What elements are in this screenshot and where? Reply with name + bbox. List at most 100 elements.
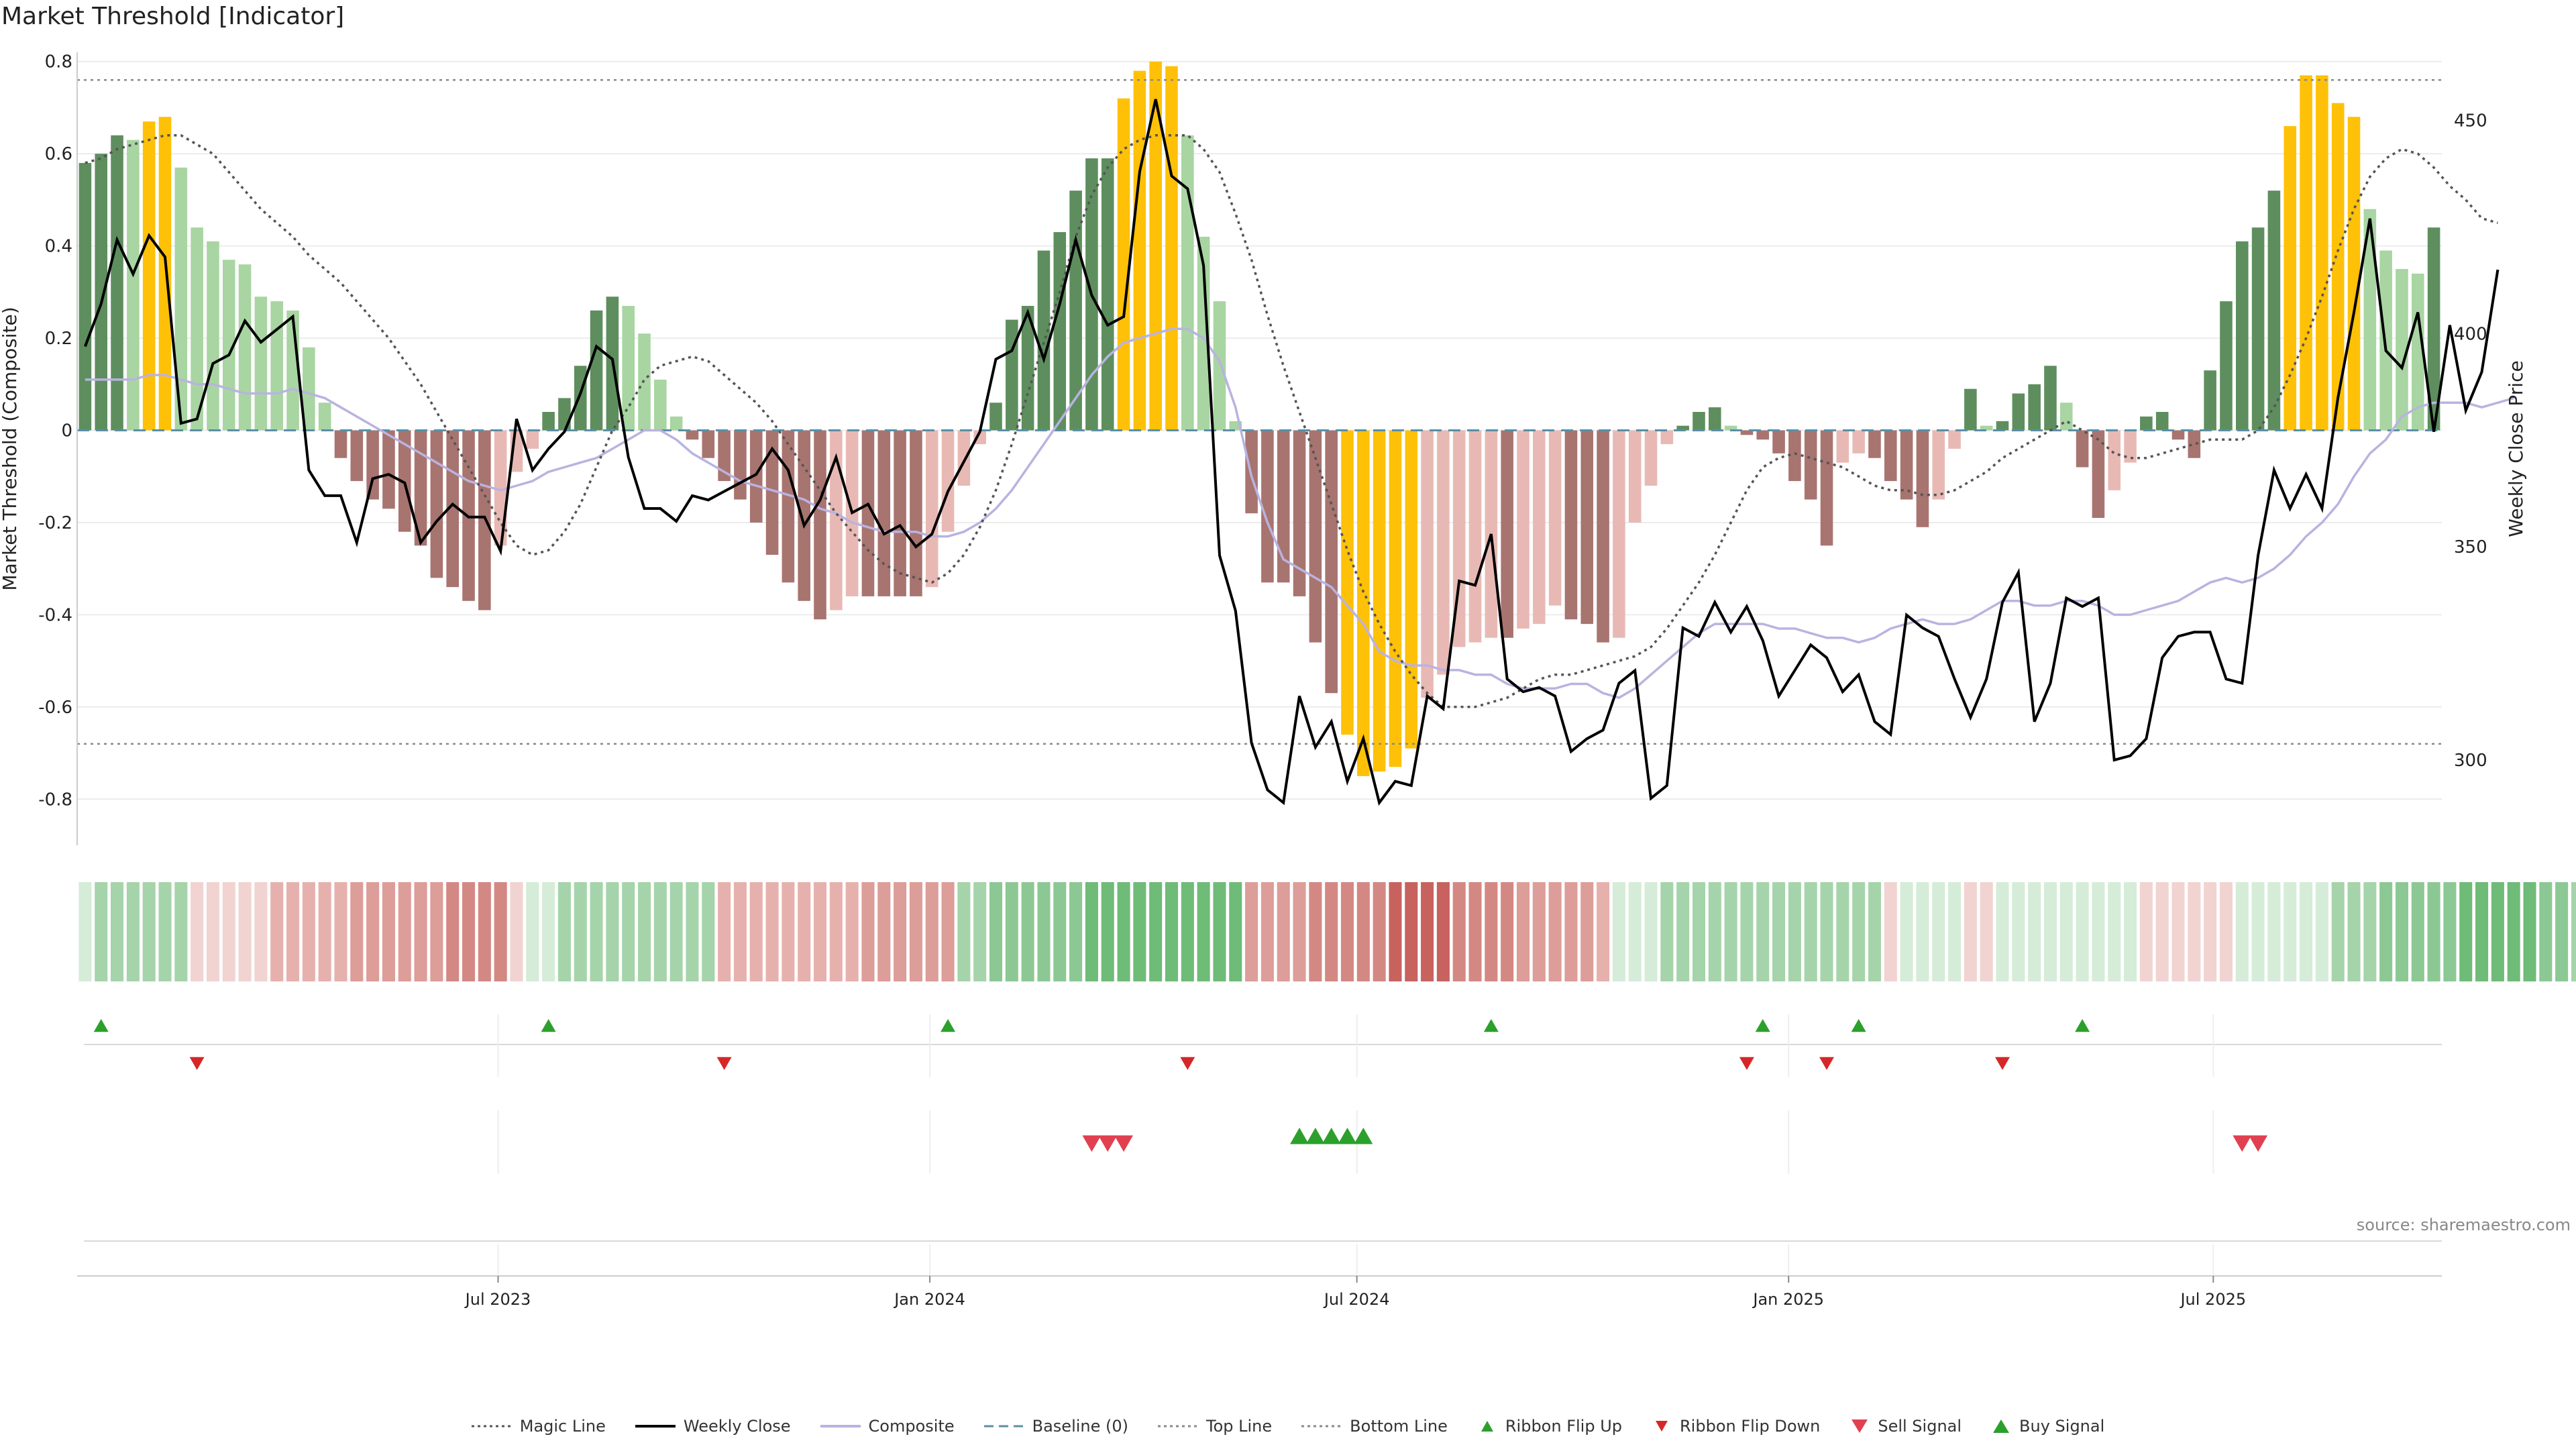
ribbon-cell (2379, 882, 2393, 981)
ribbon-cell (1916, 882, 1929, 981)
ribbon-cell (1964, 882, 1977, 981)
legend-swatch-icon (1301, 1425, 1342, 1428)
ribbon-cell (1373, 882, 1386, 981)
ribbon-cell (1021, 882, 1034, 981)
composite-bar (1852, 430, 1865, 453)
ribbon-cell (2300, 882, 2313, 981)
ribbon-cell (1548, 882, 1562, 981)
composite-bar (686, 430, 699, 440)
composite-bar (654, 379, 667, 431)
composite-bar (2124, 430, 2137, 463)
composite-bar (2347, 117, 2361, 431)
legend-swatch-icon (1158, 1425, 1199, 1428)
composite-bar (894, 430, 906, 596)
ribbon-cell (957, 882, 971, 981)
composite-bar (1452, 430, 1466, 647)
composite-bar (526, 430, 539, 449)
composite-bar (1676, 425, 1689, 431)
ribbon-cell (2363, 882, 2377, 981)
ribbon-cell (2251, 882, 2265, 981)
ribbon-cell (1421, 882, 1434, 981)
composite-bar (2427, 227, 2440, 431)
ribbon-cell (686, 882, 699, 981)
composite-bar (1277, 430, 1290, 583)
y-tick-label: 0.6 (45, 144, 72, 164)
ribbon-cell (270, 882, 284, 981)
ribbon-cell (1452, 882, 1466, 981)
legend-item: Top Line (1158, 1417, 1272, 1436)
composite-bar (574, 366, 587, 431)
x-tick-label: Jan 2025 (1752, 1290, 1824, 1309)
ribbon-cell (206, 882, 219, 981)
composite-bar (334, 430, 347, 458)
composite-bar (765, 430, 779, 555)
legend-label: Magic Line (519, 1417, 606, 1436)
ribbon-strip (78, 882, 2576, 981)
ribbon-cell (1900, 882, 1913, 981)
ribbon-cell (1772, 882, 1786, 981)
composite-bar (127, 140, 140, 431)
composite-bar (2331, 103, 2345, 431)
ribbon-cell (2523, 882, 2536, 981)
ribbon-cell (765, 882, 779, 981)
composite-bar (1197, 236, 1210, 431)
composite-bar (1564, 430, 1578, 620)
ribbon-cell (1804, 882, 1817, 981)
ribbon-cell (318, 882, 331, 981)
ribbon-cell (1756, 882, 1770, 981)
ribbon-cell (653, 882, 667, 981)
sell-signal-marker (1098, 1135, 1118, 1152)
ribbon-cell (1260, 882, 1274, 981)
ribbon-cell (1213, 882, 1226, 981)
legend-swatch-icon (635, 1425, 676, 1428)
ribbon-flip-up-marker (1483, 1019, 1499, 1032)
composite-bar (1932, 430, 1945, 500)
ribbon-cell (989, 882, 1003, 981)
buy-signal-marker (1305, 1128, 1325, 1144)
ribbon-cell (2188, 882, 2201, 981)
ribbon-flip-up-marker (2075, 1019, 2090, 1032)
ribbon-cell (1612, 882, 1625, 981)
ribbon-cell (782, 882, 795, 981)
composite-bar (2140, 416, 2153, 431)
ribbon-flip-up-marker (541, 1019, 556, 1032)
ribbon-cell (1980, 882, 1993, 981)
composite-bar (1948, 430, 1961, 449)
composite-bar (303, 347, 315, 431)
composite-bar (1756, 430, 1770, 440)
axes: 0.8 0.6 0.4 0.2 0 -0.2 -0.4 -0.6 -0.8 450 400 350 30… (0, 52, 2527, 845)
composite-bar (2059, 402, 2073, 431)
ribbon-cell (2108, 882, 2121, 981)
composite-bar (669, 416, 683, 431)
composite-bar (830, 430, 843, 610)
ribbon-cell (1597, 882, 1610, 981)
y-tick-label: -0.6 (38, 698, 72, 718)
legend-swatch-icon (1993, 1419, 2010, 1433)
composite-bar (430, 430, 443, 578)
composite-bar (734, 430, 747, 500)
ribbon-cell (1117, 882, 1130, 981)
legend-item: Bottom Line (1301, 1417, 1448, 1436)
ribbon-cell (478, 882, 491, 981)
composite-bar (1868, 430, 1881, 458)
y-tick-label: 0.8 (45, 52, 72, 72)
ribbon-cell (622, 882, 635, 981)
ribbon-cell (1724, 882, 1737, 981)
ribbon-cell (1501, 882, 1514, 981)
legend-item: Ribbon Flip Up (1477, 1417, 1622, 1436)
ribbon-cell (1516, 882, 1530, 981)
composite-bar (542, 412, 555, 431)
ribbon-cell (861, 882, 875, 981)
ribbon-cell (191, 882, 204, 981)
ribbon-cell (606, 882, 619, 981)
ribbon-cell (1436, 882, 1450, 981)
composite-bar (1693, 412, 1705, 431)
series-lines (77, 78, 2514, 806)
ribbon-cell (1884, 882, 1897, 981)
composite-bar (558, 398, 571, 431)
composite-bar (1117, 98, 1130, 431)
ribbon-cell (1868, 882, 1882, 981)
ribbon-cell (398, 882, 411, 981)
x-tick-label: Jul 2025 (2179, 1290, 2246, 1309)
sell-signal-marker (1114, 1135, 1134, 1152)
